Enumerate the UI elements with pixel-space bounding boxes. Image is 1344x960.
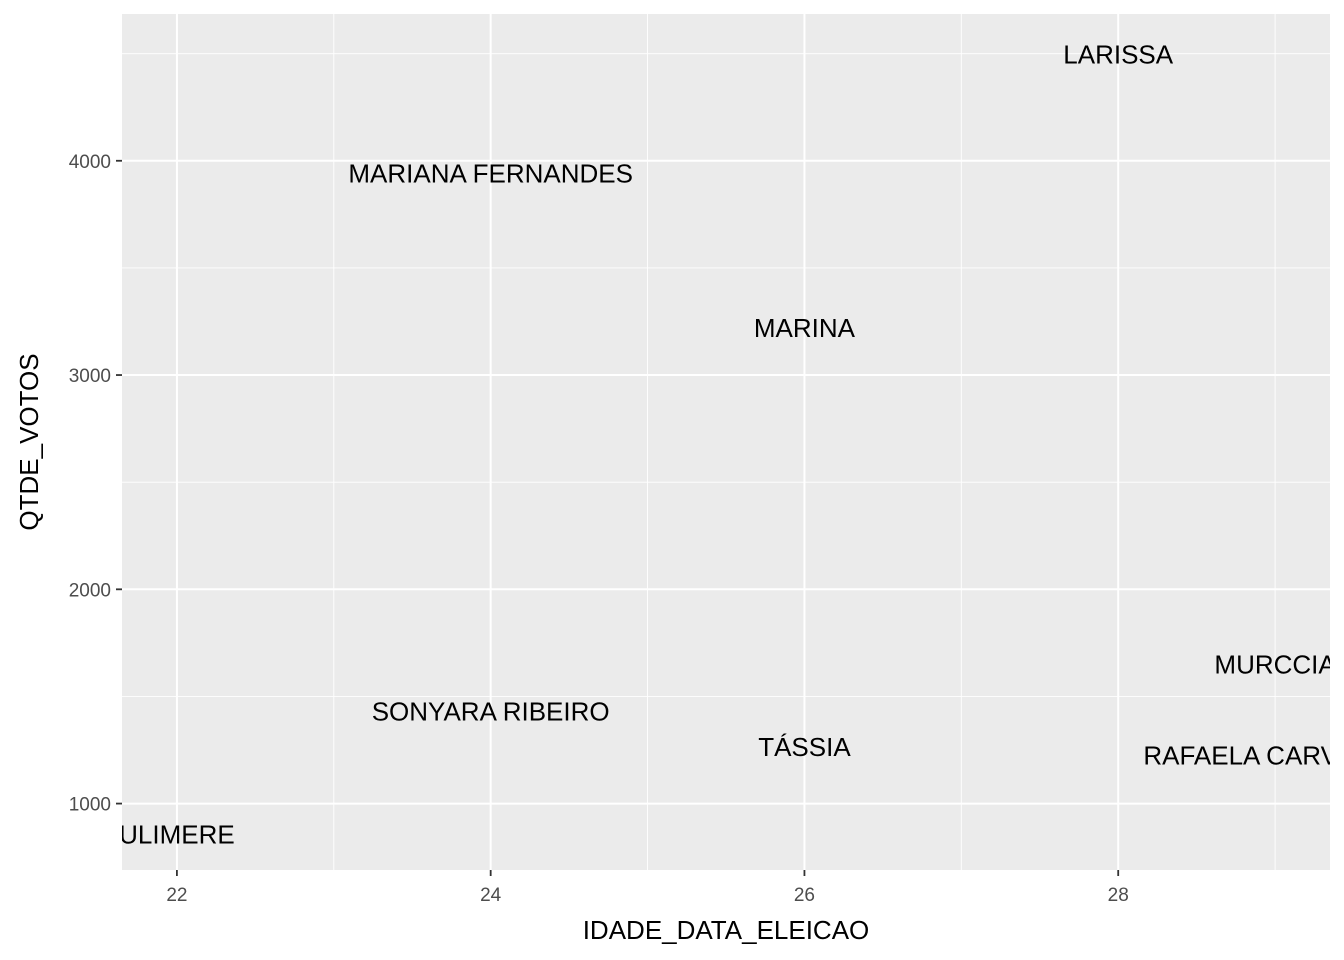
point-label: MARINA bbox=[754, 313, 856, 343]
point-label: MARIANA FERNANDES bbox=[348, 159, 633, 189]
x-axis-title: IDADE_DATA_ELEICAO bbox=[583, 915, 870, 945]
x-tick-label: 22 bbox=[166, 885, 187, 906]
y-tick-label: 3000 bbox=[69, 366, 111, 387]
y-axis: 1000 2000 3000 4000 bbox=[69, 152, 122, 816]
point-label: TÁSSIA bbox=[758, 732, 851, 762]
x-tick-label: 24 bbox=[480, 885, 502, 906]
plot-panel bbox=[122, 14, 1330, 870]
point-label: LARISSA bbox=[1063, 40, 1173, 70]
point-label: ULIMERE bbox=[119, 820, 235, 850]
y-axis-title: QTDE_VOTOS bbox=[14, 353, 44, 530]
point-label: RAFAELA CARVALHO bbox=[1143, 740, 1344, 770]
x-tick-label: 28 bbox=[1108, 885, 1129, 906]
point-label: MURCCIA bbox=[1214, 649, 1336, 679]
point-labels: LARISSA MARIANA FERNANDES MARINA MURCCIA SON… bbox=[119, 40, 1344, 850]
y-tick-label: 2000 bbox=[69, 580, 111, 601]
x-tick-label: 26 bbox=[794, 885, 815, 906]
minor-gridlines bbox=[122, 14, 1330, 870]
major-gridlines bbox=[122, 14, 1330, 870]
y-tick-label: 4000 bbox=[69, 152, 111, 173]
point-label: SONYARA RIBEIRO bbox=[372, 696, 610, 726]
y-tick-label: 1000 bbox=[69, 795, 111, 816]
x-axis: 22 24 26 28 bbox=[166, 870, 1129, 906]
